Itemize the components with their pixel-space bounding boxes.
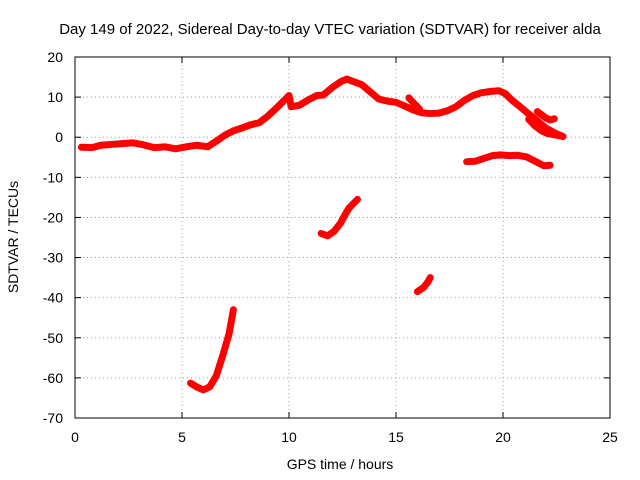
axis-layer: 0 5 10 15 20 25 -70 -60 -50 -40 -30 -20 -10 0 10 20	[43, 49, 618, 445]
x-axis-label: GPS time / hours	[287, 456, 394, 472]
series-layer	[77, 75, 567, 394]
series-small-low-trace	[413, 274, 434, 296]
x-tick-label: 10	[281, 429, 297, 445]
series-main-trace	[77, 75, 567, 153]
series-deep-trace	[187, 306, 237, 394]
series-evening-low-trace	[463, 151, 554, 170]
y-tick-label: -50	[43, 330, 63, 346]
y-tick-label: 20	[47, 49, 63, 65]
y-tick-label: -10	[43, 169, 63, 185]
chart-title: Day 149 of 2022, Sidereal Day-to-day VTE…	[59, 21, 601, 38]
series-late-drop-branch	[525, 115, 567, 140]
y-tick-label: 10	[47, 89, 63, 105]
y-tick-label: -70	[43, 410, 63, 426]
x-tick-label: 15	[388, 429, 404, 445]
y-tick-label: -20	[43, 209, 63, 225]
plot-frame	[74, 56, 611, 419]
series-late-upper-branch	[533, 108, 558, 124]
y-tick-label: -60	[43, 370, 63, 386]
x-tick-label: 5	[178, 429, 186, 445]
y-tick-label: -30	[43, 250, 63, 266]
y-axis-label: SDTVAR / TECUs	[5, 181, 21, 293]
grid-layer	[75, 57, 610, 418]
x-tick-label: 20	[495, 429, 511, 445]
series-mid-low-trace	[317, 195, 361, 240]
y-tick-label: -40	[43, 290, 63, 306]
y-tick-label: 0	[55, 129, 63, 145]
series-short-afternoon-segment	[405, 94, 424, 113]
x-tick-label: 25	[602, 429, 618, 445]
x-tick-label: 0	[71, 429, 79, 445]
